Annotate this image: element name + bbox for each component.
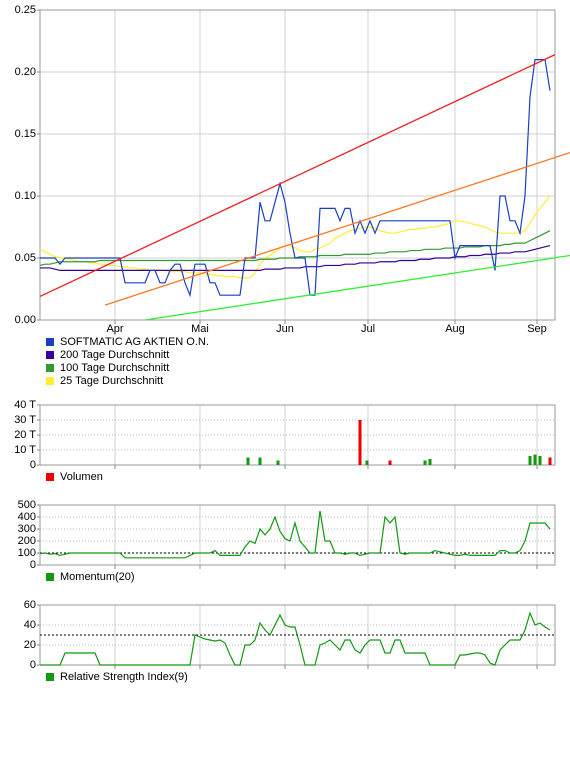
legend-swatch [46, 338, 54, 346]
y-tick-label: 20 [24, 639, 36, 651]
plot-frame [39, 404, 556, 466]
bar [258, 457, 262, 465]
bar [428, 459, 432, 465]
series-line [40, 245, 551, 271]
x-tick-label: Aug [445, 323, 465, 335]
y-tick-label: 10 T [14, 444, 36, 456]
legend-label: Momentum(20) [60, 571, 135, 583]
bar [533, 454, 537, 465]
y-tick-label: 0.05 [15, 252, 36, 264]
trend-line [104, 151, 570, 306]
legend-label: SOFTMATIC AG AKTIEN O.N. [60, 336, 209, 348]
y-tick-label: 500 [18, 499, 36, 511]
y-tick-label: 100 [18, 547, 36, 559]
legend-swatch [46, 364, 54, 372]
y-tick-label: 300 [18, 523, 36, 535]
legend-swatch [46, 377, 54, 385]
legend-label: Relative Strength Index(9) [60, 671, 188, 683]
trend-line [39, 54, 556, 298]
legend-label: Volumen [60, 471, 103, 483]
plot-frame [39, 504, 556, 566]
bar [528, 456, 532, 465]
y-tick-label: 20 T [14, 429, 36, 441]
y-tick-label: 0.20 [15, 66, 36, 78]
legend-label: 25 Tage Durchschnitt [60, 375, 163, 387]
legend-label: 100 Tage Durchschnitt [60, 362, 169, 374]
y-tick-label: 0.15 [15, 128, 36, 140]
legend-label: 200 Tage Durchschnitt [60, 349, 169, 361]
y-tick-label: 60 [24, 599, 36, 611]
y-tick-label: 400 [18, 511, 36, 523]
plot-frame [39, 9, 556, 321]
bar [548, 457, 552, 465]
legend-swatch [46, 473, 54, 481]
legend-swatch [46, 573, 54, 581]
x-tick-label: Sep [527, 323, 547, 335]
bar [358, 420, 362, 465]
y-tick-label: 0 [30, 559, 36, 571]
y-tick-label: 0.25 [15, 4, 36, 16]
y-tick-label: 40 [24, 619, 36, 631]
legend-swatch [46, 673, 54, 681]
y-tick-label: 30 T [14, 414, 36, 426]
series-line [39, 195, 551, 279]
y-tick-label: 200 [18, 535, 36, 547]
y-tick-label: 40 T [14, 399, 36, 411]
bar [538, 456, 542, 465]
bar [423, 460, 427, 465]
y-tick-label: 0.10 [15, 190, 36, 202]
y-tick-label: 0.00 [15, 314, 36, 326]
bar [365, 460, 369, 465]
legend-swatch [46, 351, 54, 359]
bar [276, 460, 280, 465]
bar [246, 457, 250, 465]
x-tick-label: Jul [361, 323, 375, 335]
x-tick-label: Jun [276, 323, 294, 335]
y-tick-label: 0 [30, 459, 36, 471]
series-line [40, 59, 551, 298]
x-tick-label: Mai [191, 323, 209, 335]
trend-line [144, 254, 570, 321]
x-tick-label: Apr [106, 323, 123, 335]
y-tick-label: 0 [30, 659, 36, 671]
series-line [40, 611, 551, 666]
bar [388, 460, 392, 465]
series-line [39, 510, 551, 559]
